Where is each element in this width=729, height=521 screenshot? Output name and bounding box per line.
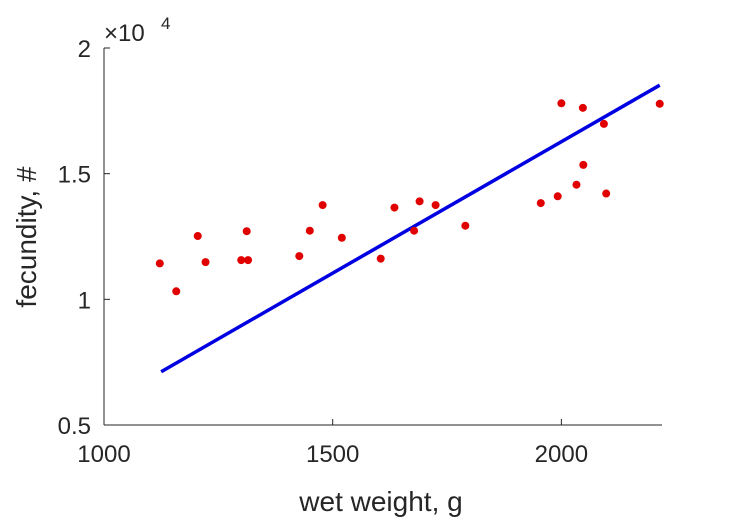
y-ticks: 0.5 1 1.5 2 [58, 36, 110, 440]
data-point [557, 99, 566, 108]
fit-line-layer [160, 83, 661, 374]
data-point [655, 99, 664, 108]
data-point [572, 180, 581, 189]
data-points-layer [155, 99, 664, 296]
data-point [410, 226, 419, 235]
data-point [237, 256, 246, 265]
data-point [242, 227, 251, 236]
y-axis-multiplier-power: 4 [161, 14, 170, 33]
y-tick-label: 0.5 [58, 413, 91, 440]
y-axis-label: fecundity, # [11, 166, 42, 308]
plot-area [155, 83, 664, 374]
data-point [193, 231, 202, 240]
data-point [318, 201, 327, 210]
x-tick-label: 1000 [77, 441, 130, 468]
y-tick-label: 1.5 [58, 162, 91, 189]
data-point [305, 226, 314, 235]
data-point [461, 221, 470, 230]
data-point [337, 233, 346, 242]
y-tick-label: 1 [78, 287, 91, 314]
fit-line [160, 83, 661, 374]
data-point [602, 189, 611, 198]
data-point [201, 258, 210, 267]
y-tick-label: 2 [78, 36, 91, 63]
data-point [579, 160, 588, 169]
x-tick-label: 2000 [535, 441, 588, 468]
data-point [172, 287, 181, 296]
x-axis-label: wet weight, g [298, 486, 462, 517]
data-point [390, 203, 399, 212]
data-point [553, 192, 562, 201]
data-point [578, 103, 587, 112]
data-point [536, 199, 545, 208]
x-ticks: 1000 1500 2000 [77, 419, 588, 468]
data-point [155, 259, 164, 268]
y-axis-multiplier: ×10 [104, 20, 145, 47]
data-point [431, 201, 440, 210]
data-point [415, 197, 424, 206]
data-point [295, 252, 304, 261]
data-point [599, 119, 608, 128]
x-tick-label: 1500 [306, 441, 359, 468]
axes: 1000 1500 2000 0.5 1 1.5 2 [58, 36, 662, 468]
data-point [244, 256, 253, 265]
data-point [376, 254, 385, 263]
